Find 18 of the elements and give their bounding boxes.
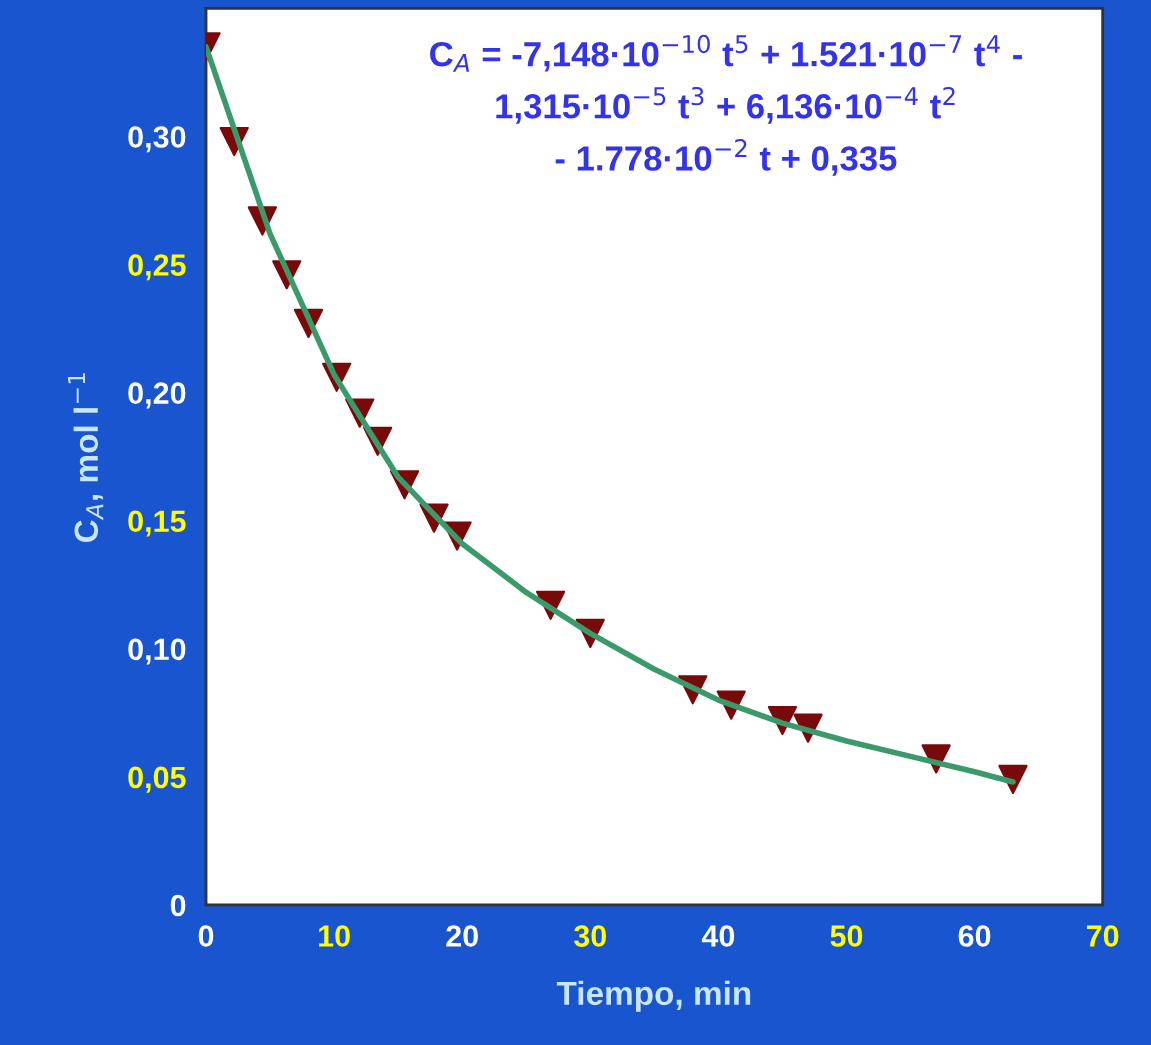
x-tick-label: 60 <box>958 925 991 947</box>
x-tick-label: 0 <box>198 925 214 947</box>
y-tick-label: 0,20 <box>128 382 186 409</box>
y-tick-label: 0,05 <box>128 766 186 793</box>
x-tick-label: 70 <box>1086 925 1119 947</box>
y-tick-label: 0,10 <box>128 638 186 665</box>
y-tick-label: 0,25 <box>128 254 186 281</box>
y-tick-label: 0,15 <box>128 510 186 537</box>
y-tick-label: 0 <box>170 894 186 917</box>
x-axis-title: Tiempo, min <box>556 980 751 1012</box>
y-tick-label: 0,30 <box>128 126 186 153</box>
y-axis-title: C$_{A}$, mol l$^{−1}$ <box>67 373 104 542</box>
x-tick-label: 30 <box>574 925 607 947</box>
x-tick-label: 40 <box>701 925 735 947</box>
text: C$_{A}$ = -7,148·10$^{−10}$ t$^{5}$ + 1.521·10$^{−7}$ t$^{4}$ - 1,315·10$^{−5}$ t$^{3}$ + 6,136·10$^{−4}$ t$^{2}$ - 1.778·10$^{−2}$ t + 0,335 <box>430 34 1022 176</box>
x-tick-label: 10 <box>319 925 350 947</box>
x-tick-label: 50 <box>830 925 863 947</box>
x-tick-label: 20 <box>446 925 478 947</box>
